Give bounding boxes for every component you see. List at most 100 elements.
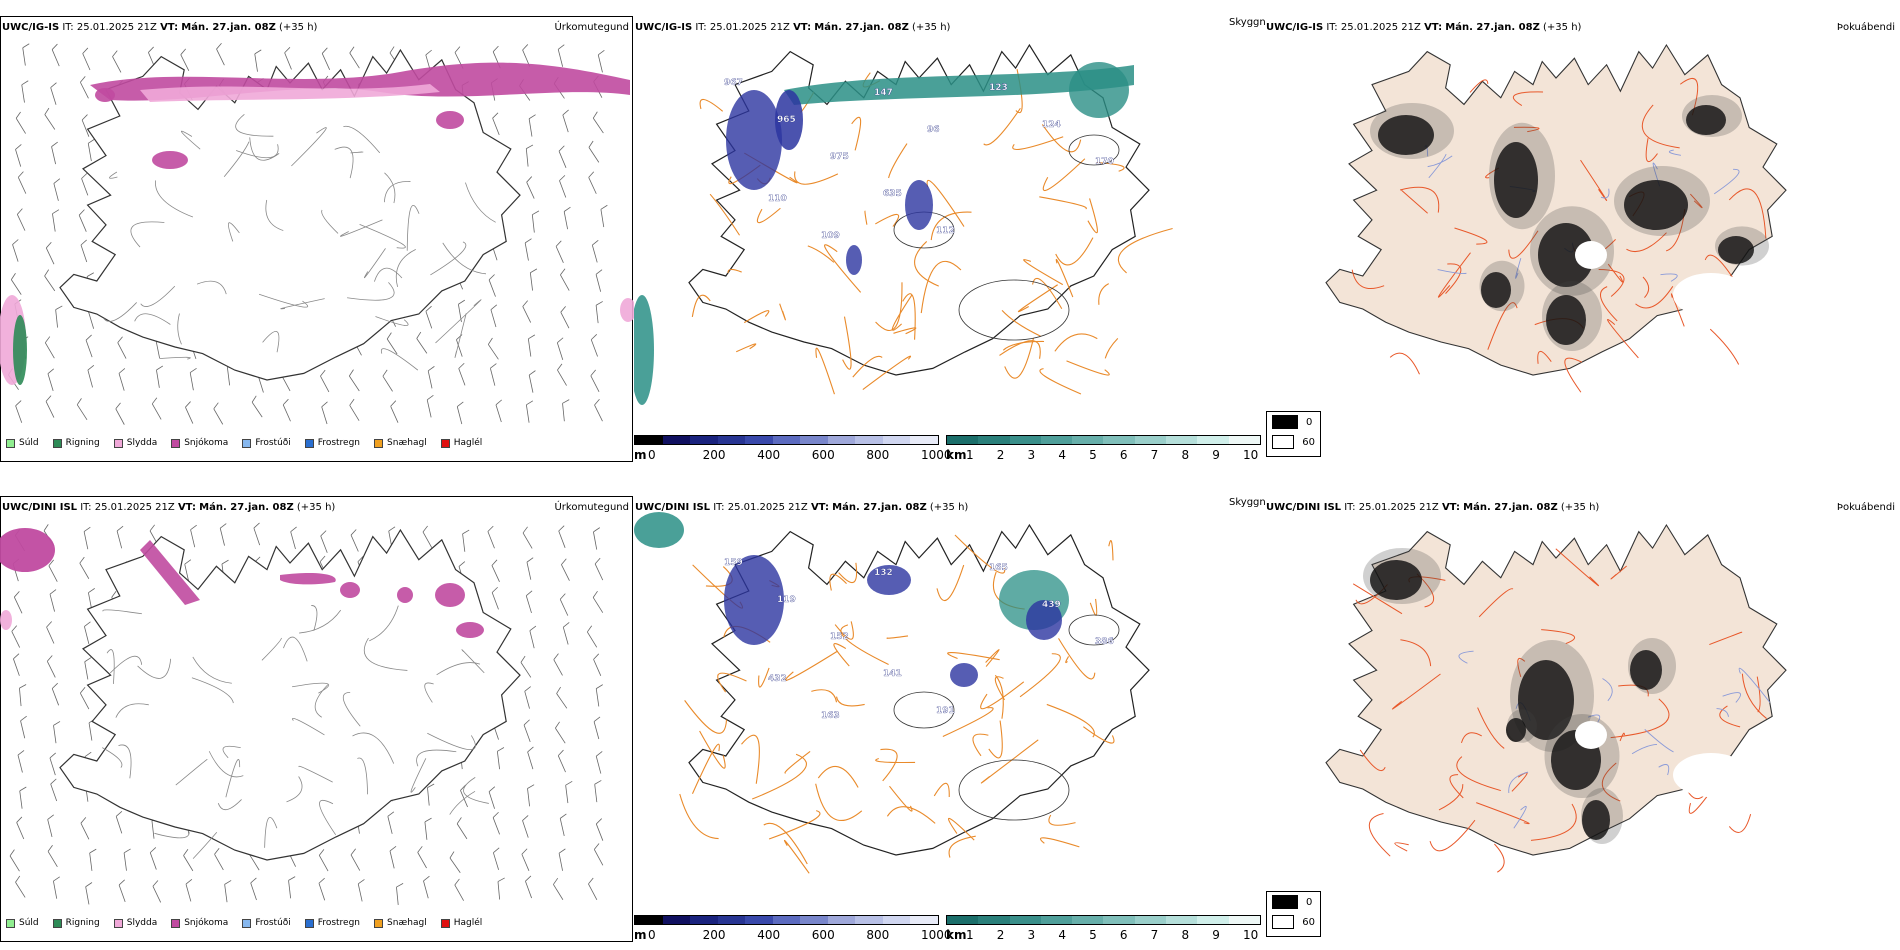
- wind-barb: [555, 240, 564, 264]
- road-line: [779, 303, 786, 321]
- wind-barb-flag: [80, 239, 87, 246]
- road-line: [1530, 803, 1577, 841]
- wind-barb: [416, 331, 428, 354]
- it-value: 25.01.2025 21Z: [1358, 502, 1439, 513]
- wind-barb: [16, 816, 25, 840]
- road-line: [1104, 337, 1119, 359]
- legend-item: Frostregn: [304, 918, 360, 928]
- wind-barb-shaft: [44, 342, 55, 359]
- peak-label: 124: [1042, 120, 1061, 130]
- wind-barb-flag: [185, 401, 191, 408]
- wind-barb-flag: [521, 848, 528, 855]
- wind-barb-shaft: [560, 312, 570, 329]
- wind-barb: [386, 332, 398, 355]
- wind-barb: [563, 206, 571, 230]
- wind-barb-shaft: [556, 342, 564, 360]
- wind-barb: [524, 686, 531, 709]
- legend-label: Súld: [19, 918, 39, 928]
- wind-barb: [593, 653, 602, 677]
- wind-barb-shaft: [556, 693, 568, 709]
- wind-barb: [320, 530, 328, 553]
- wind-barb-shaft: [254, 53, 258, 72]
- road-line: [1394, 842, 1409, 852]
- peak-label: 119: [777, 595, 796, 605]
- legend-swatch: [52, 438, 62, 448]
- road-line: [1454, 227, 1488, 245]
- cloudbase-cell: [950, 663, 978, 687]
- road-line: [1054, 333, 1098, 352]
- wind-barb-flag: [559, 813, 567, 819]
- road-line: [1449, 774, 1464, 799]
- legend-label: Haglél: [453, 438, 483, 448]
- river-line: [1508, 771, 1529, 794]
- fog-key-label: 0: [1306, 416, 1313, 428]
- wind-barb-flag: [522, 44, 529, 51]
- road-line: [1002, 340, 1045, 351]
- road-line: [1610, 698, 1670, 739]
- legend-swatch: [242, 918, 252, 928]
- wind-barb-shaft: [423, 880, 429, 899]
- cloudbase-colorbar: m 0 200 400 600 800 1000: [634, 435, 952, 465]
- legend-item: Frostúði: [242, 918, 291, 928]
- wind-barb: [185, 401, 194, 424]
- colorbar-tick: 10: [1243, 448, 1259, 462]
- river-line: [1458, 650, 1474, 664]
- wind-barb-shaft: [76, 404, 88, 421]
- wind-barb: [426, 395, 434, 418]
- road-line: [1679, 78, 1699, 116]
- colorbar-segment: [1197, 436, 1229, 444]
- wind-barb-shaft: [349, 405, 360, 421]
- wind-barb-shaft: [189, 372, 194, 391]
- road-line: [1001, 309, 1041, 337]
- vt-value: Mán. 27.jan. 08Z: [181, 22, 276, 33]
- fog-cell: [1686, 105, 1726, 135]
- wind-barb-flag: [488, 786, 496, 792]
- wind-barb: [78, 209, 87, 232]
- colorbar-segment: [947, 916, 979, 924]
- wind-barb: [80, 817, 90, 840]
- road-line: [1039, 368, 1082, 395]
- wind-barb: [180, 48, 190, 71]
- panel-title: Skyggni: [1229, 497, 1266, 508]
- wind-barb-flag: [426, 395, 434, 401]
- fog-halo: [1507, 709, 1537, 743]
- wind-barb-shaft: [9, 855, 20, 872]
- legend-item: Haglél: [440, 438, 483, 448]
- wind-barb: [47, 368, 55, 392]
- road-line: [1541, 629, 1575, 645]
- wind-barb-flag: [524, 686, 531, 692]
- wind-barb-shaft: [458, 368, 466, 386]
- river-line: [1716, 708, 1729, 717]
- wind-barb-flag: [458, 561, 466, 567]
- road-line: [1437, 252, 1471, 298]
- legend-item: Snjókoma: [171, 918, 228, 928]
- colorbar-tick: 0: [648, 448, 656, 462]
- wind-barb-flag: [595, 301, 603, 306]
- wind-barb-shaft: [492, 817, 500, 835]
- wind-barb: [390, 400, 399, 423]
- wind-barb: [55, 305, 63, 328]
- wind-barb-flag: [320, 369, 326, 377]
- wind-barb-flag: [561, 558, 567, 565]
- wind-barb-flag: [83, 526, 91, 532]
- wind-barb-shaft: [249, 854, 260, 871]
- legend-item: Frostregn: [304, 438, 360, 448]
- peak-label: 112: [936, 226, 955, 236]
- wind-barb-flag: [522, 300, 528, 307]
- wind-barb: [558, 145, 567, 168]
- colorbar-segment: [772, 916, 801, 924]
- wind-barb-shaft: [115, 816, 123, 834]
- wind-barb-flag: [156, 365, 164, 371]
- sleet-cell: [620, 298, 634, 322]
- fog-halo: [1510, 640, 1594, 752]
- road-line: [1012, 136, 1064, 150]
- peak-label: 163: [821, 711, 840, 721]
- river-line: [1658, 764, 1670, 776]
- wind-barb-flag: [588, 171, 595, 178]
- wind-barb-flag: [45, 241, 52, 249]
- wind-barb-shaft: [12, 244, 19, 262]
- colorbar-segment: [1228, 916, 1260, 924]
- road-line: [1055, 258, 1074, 298]
- road-line: [384, 181, 411, 203]
- road-line: [225, 759, 241, 798]
